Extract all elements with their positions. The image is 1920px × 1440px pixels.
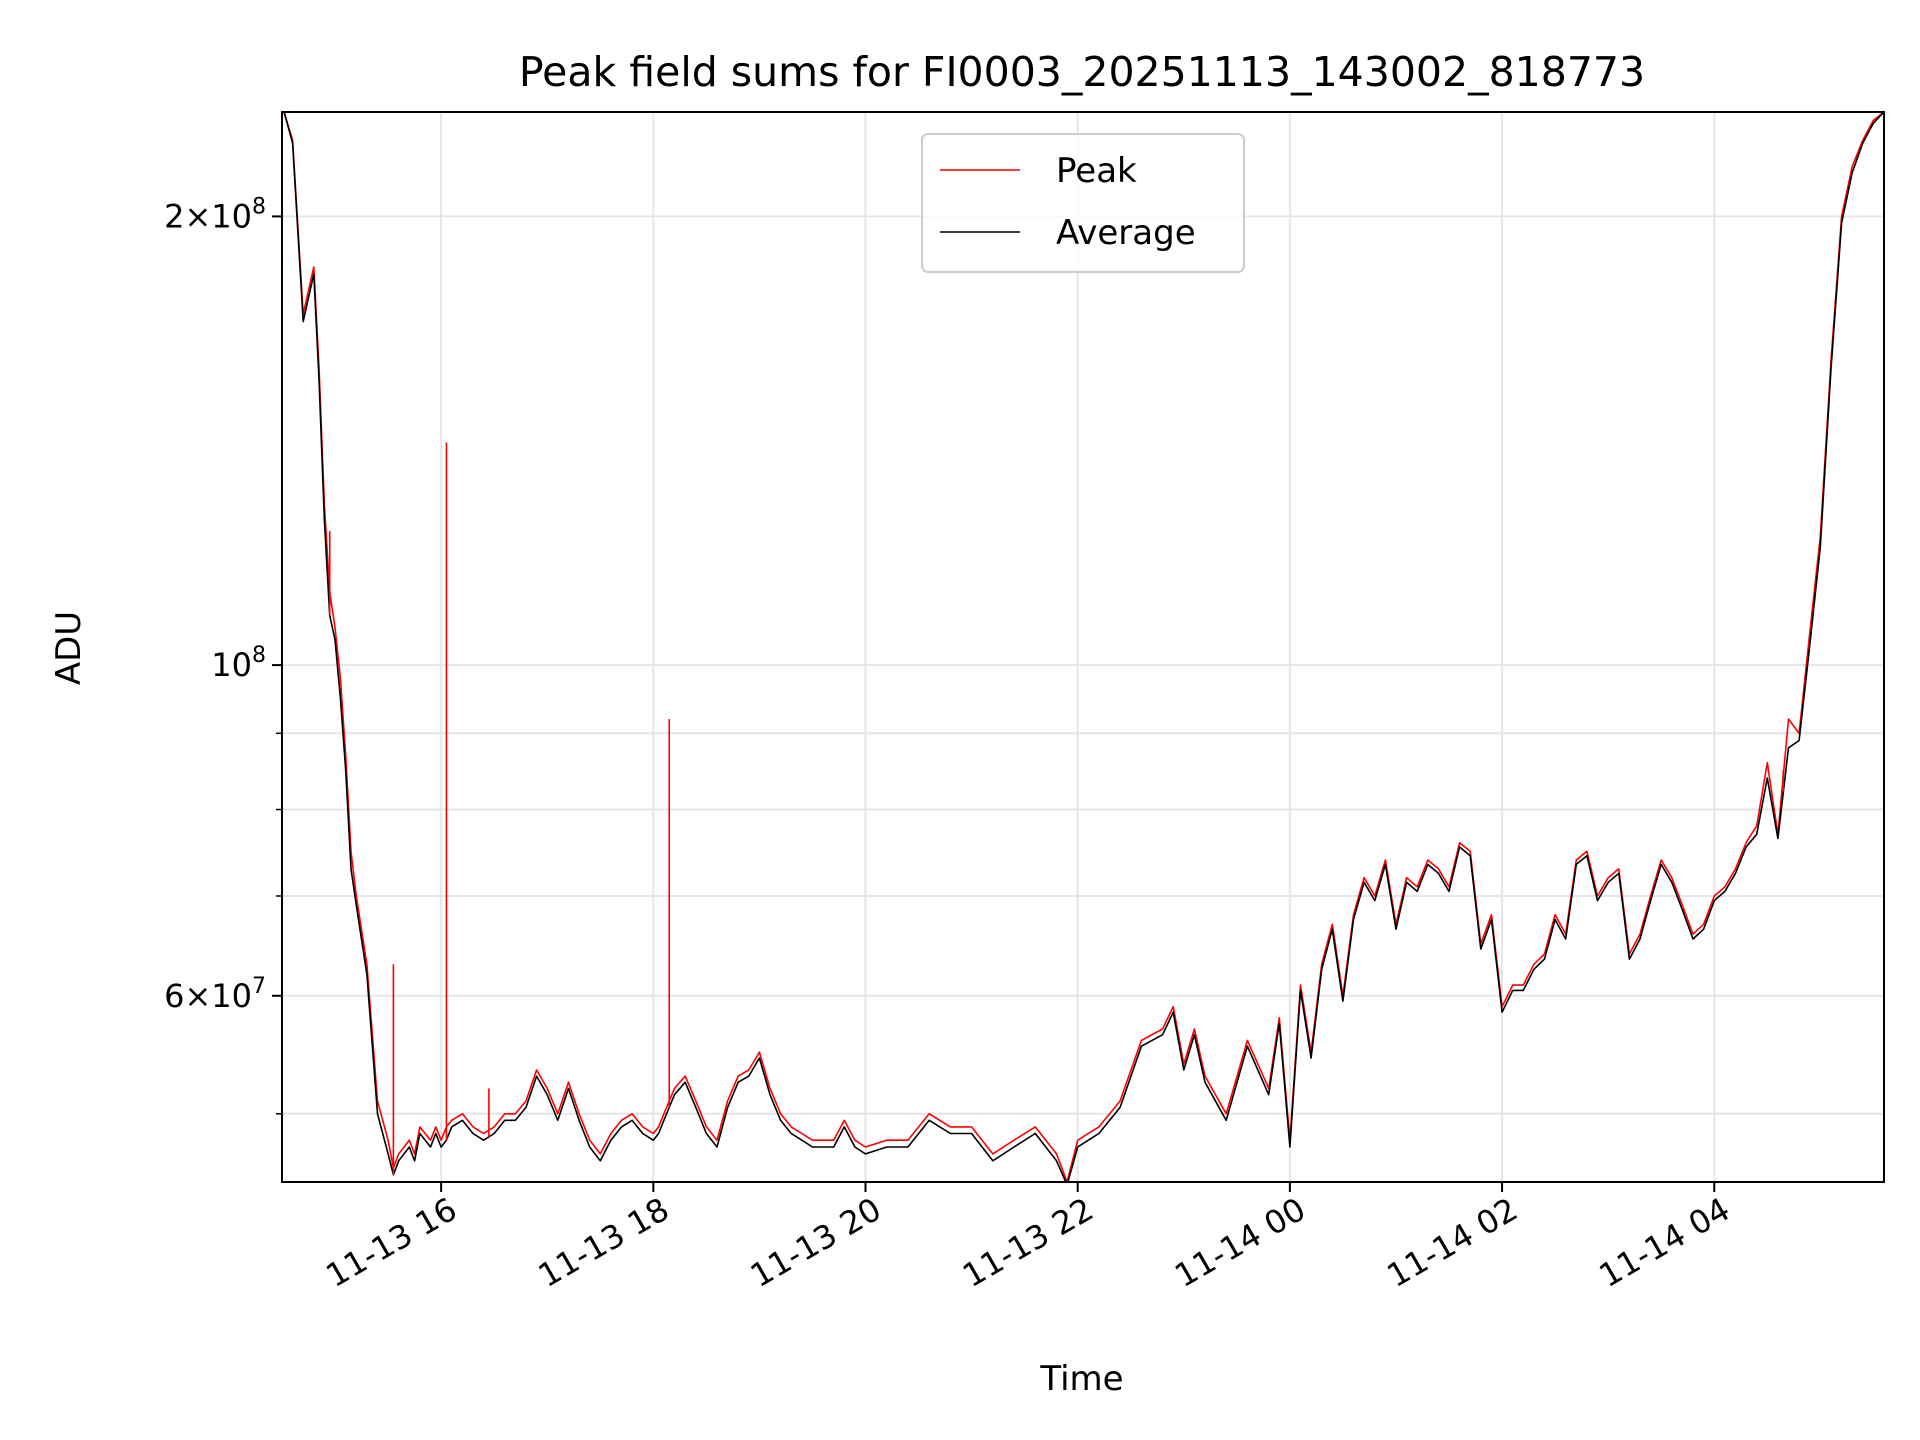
legend-box	[921, 133, 1245, 273]
series-layer	[283, 112, 1884, 1182]
y-axis-label: ADU	[49, 611, 89, 685]
y-tick-label: 108	[211, 643, 266, 684]
legend-peak-label: Peak	[1056, 151, 1137, 191]
legend-average-label: Average	[1056, 213, 1196, 253]
axes-frame	[281, 111, 1885, 1183]
x-axis-label: Time	[1039, 1359, 1123, 1399]
legend: Peak Average	[921, 133, 1245, 273]
y-tick-label: 6×107	[164, 974, 266, 1015]
chart-title: Peak field sums for FI0003_20251113_1430…	[519, 48, 1645, 96]
series-line-average	[283, 112, 1884, 1182]
y-axis-ticks: 6×107 108 2×108	[164, 194, 282, 1115]
y-tick-label: 2×108	[164, 194, 266, 235]
